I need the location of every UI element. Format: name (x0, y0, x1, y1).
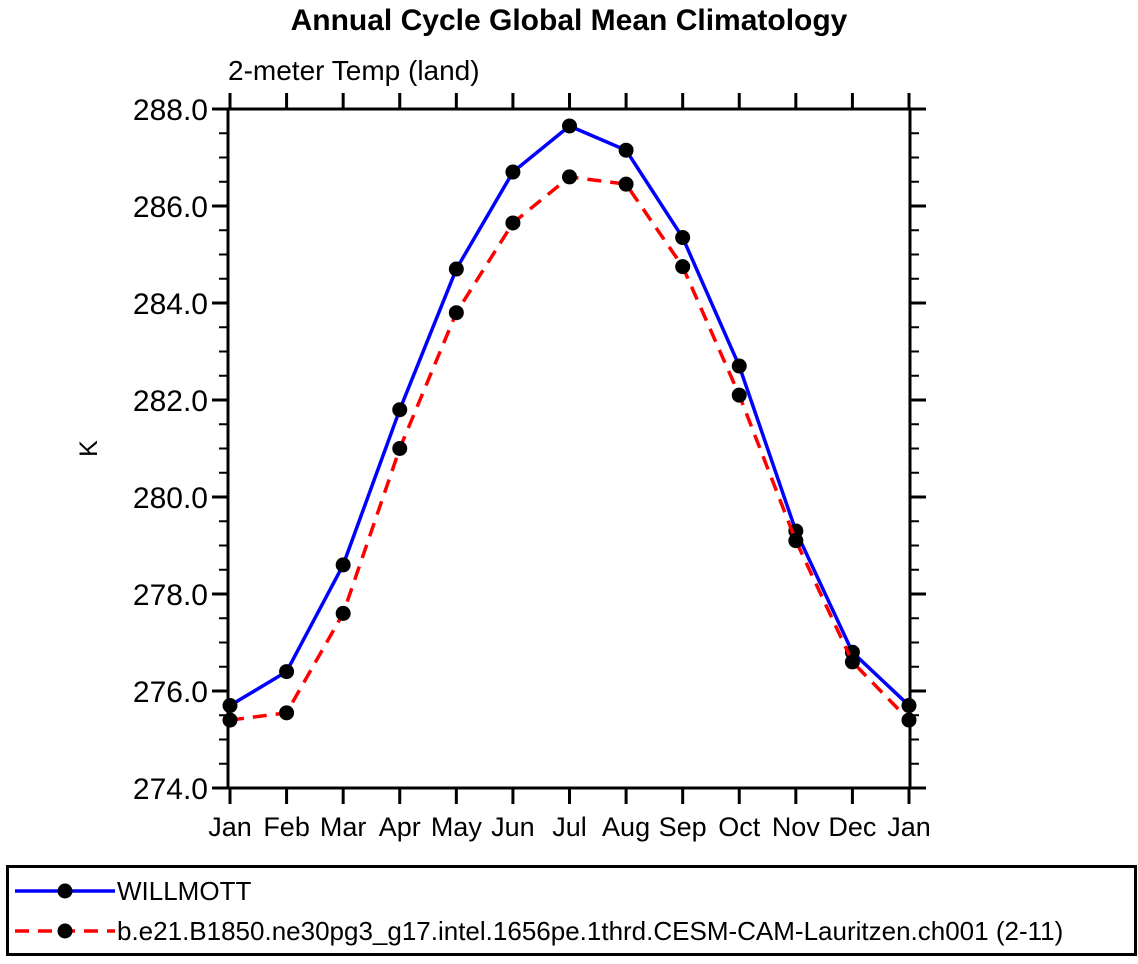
y-axis-label: K (75, 440, 103, 457)
plot-area: Jan Feb Mar Apr May Jun Jul Aug Sep Oct Nov Dec Jan2… (75, 93, 931, 842)
x-tick-label: Sep (659, 812, 707, 842)
legend-marker (57, 883, 73, 898)
legend-box: WILLMOTT b.e21.B1850.ne30pg3_g17.intel.1… (6, 865, 1137, 956)
chart-title: Annual Cycle Global Mean Climatology (290, 4, 848, 37)
data-point-marker (618, 176, 634, 192)
series-willmott (222, 118, 917, 714)
legend-line-sample-model (15, 923, 115, 938)
data-point-marker (844, 654, 860, 670)
y-tick-label: 282.0 (133, 385, 208, 418)
legend-label-model: b.e21.B1850.ne30pg3_g17.intel.1656pe.1th… (117, 915, 1064, 946)
chart-subtitle: 2-meter Temp (land) (228, 55, 480, 86)
data-point-marker (731, 387, 747, 403)
y-tick-label: 278.0 (133, 579, 208, 612)
x-tick-label: Dec (828, 812, 876, 842)
data-point-marker (618, 142, 634, 158)
data-point-marker (279, 705, 295, 721)
data-point-marker (392, 402, 408, 418)
data-point-marker (505, 215, 521, 231)
x-tick-label: Nov (772, 812, 821, 842)
data-point-marker (392, 441, 408, 456)
y-tick-label: 274.0 (133, 773, 208, 806)
series-model (222, 169, 917, 728)
y-tick-label: 286.0 (133, 191, 208, 224)
x-tick-label: Jun (491, 812, 535, 842)
legend-line-sample-willmott (15, 883, 115, 898)
series-line (229, 175, 911, 722)
x-tick-label: Feb (263, 812, 310, 842)
legend-label-willmott: WILLMOTT (117, 875, 252, 906)
y-tick-label: 280.0 (133, 482, 208, 515)
data-point-marker (901, 698, 917, 714)
data-point-marker (279, 664, 295, 680)
plot-frame (226, 107, 912, 790)
data-point-marker (731, 358, 747, 374)
y-tick-label: 288.0 (133, 94, 208, 127)
data-point-marker (222, 698, 238, 714)
data-point-marker (562, 169, 577, 185)
data-point-marker (222, 712, 238, 728)
x-axis: Jan Feb Mar Apr May Jun Jul Aug Sep Oct Nov Dec Jan (208, 93, 931, 842)
legend-row-model: b.e21.B1850.ne30pg3_g17.intel.1656pe.1th… (13, 914, 1134, 948)
data-point-marker (505, 164, 521, 180)
data-point-marker (675, 259, 691, 275)
x-tick-label: Mar (320, 812, 367, 842)
data-point-marker (901, 712, 917, 728)
data-point-marker (675, 230, 691, 246)
x-tick-label: Aug (602, 812, 650, 842)
x-tick-label: Jan (208, 812, 252, 842)
y-tick-label: 276.0 (133, 676, 208, 709)
y-axis: 274.0 276.0 278.0 280.0 282.0 284.0 286.0 288.0 (133, 94, 926, 806)
data-point-marker (335, 605, 351, 621)
x-tick-label: Jul (552, 812, 587, 842)
data-point-marker (335, 557, 351, 573)
legend-row-willmott: WILLMOTT (13, 874, 1134, 908)
data-point-marker (448, 305, 464, 321)
x-tick-label: Jan (887, 812, 931, 842)
x-tick-label: Oct (718, 812, 761, 842)
data-point-marker (788, 533, 804, 549)
x-tick-label: Apr (379, 812, 421, 842)
data-point-marker (448, 261, 464, 277)
y-tick-label: 284.0 (133, 288, 208, 321)
data-point-marker (562, 118, 577, 134)
series-line (229, 123, 911, 708)
x-tick-label: May (431, 812, 483, 842)
legend-marker (57, 923, 73, 938)
